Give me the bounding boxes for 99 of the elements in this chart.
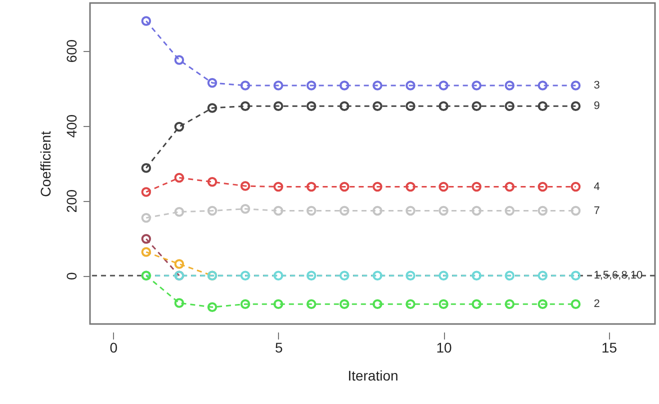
- point: [240, 80, 250, 90]
- point: [570, 270, 581, 280]
- point: [406, 80, 416, 90]
- point: [207, 177, 218, 187]
- point: [504, 182, 514, 192]
- point: [273, 270, 284, 280]
- point: [538, 101, 548, 111]
- point: [141, 213, 152, 223]
- series-label: 3: [594, 80, 600, 92]
- point: [438, 206, 448, 216]
- series-label: 4: [594, 180, 600, 193]
- point: [372, 80, 382, 90]
- point: [438, 182, 448, 192]
- point: [472, 206, 482, 216]
- point: [538, 270, 548, 280]
- x-axis-title: Iteration: [348, 368, 398, 384]
- y-tick-label: 0: [64, 272, 80, 280]
- point: [538, 206, 548, 216]
- point: [207, 103, 218, 113]
- point: [207, 206, 218, 216]
- point: [306, 299, 316, 309]
- point: [174, 172, 184, 183]
- x-tick-label: 10: [436, 340, 452, 356]
- point: [438, 101, 448, 111]
- point: [141, 234, 152, 244]
- point: [306, 206, 316, 216]
- x-tick-label: 5: [274, 340, 283, 356]
- point: [340, 270, 350, 280]
- point: [372, 270, 382, 280]
- point: [240, 299, 250, 309]
- point: [340, 182, 350, 192]
- point: [340, 299, 350, 309]
- y-tick-label: 600: [64, 39, 80, 63]
- point: [340, 206, 350, 216]
- point: [472, 182, 482, 192]
- point: [240, 270, 250, 280]
- point: [538, 299, 548, 309]
- point: [141, 163, 152, 173]
- point: [570, 80, 581, 90]
- point: [570, 182, 581, 192]
- point: [273, 101, 284, 111]
- point: [240, 101, 250, 111]
- point: [472, 270, 482, 280]
- point: [306, 182, 316, 192]
- point: [570, 206, 581, 216]
- point: [174, 55, 184, 65]
- point: [306, 270, 316, 280]
- x-tick-label: 0: [110, 340, 118, 356]
- point: [570, 299, 581, 309]
- point: [141, 247, 152, 257]
- point: [406, 182, 416, 192]
- point: [472, 299, 482, 309]
- point: [372, 182, 382, 192]
- point: [504, 206, 514, 216]
- point: [504, 101, 514, 111]
- point: [340, 80, 350, 90]
- point: [438, 80, 448, 90]
- x-tick-label: 15: [601, 340, 618, 356]
- point: [504, 80, 514, 90]
- point: [538, 80, 548, 90]
- point: [372, 101, 382, 111]
- point: [406, 206, 416, 216]
- point: [240, 181, 250, 191]
- point: [273, 182, 284, 192]
- point: [174, 122, 184, 132]
- point: [504, 270, 514, 280]
- point: [406, 101, 416, 111]
- point: [472, 80, 482, 90]
- point: [340, 101, 350, 111]
- y-tick-label: 200: [64, 189, 80, 213]
- point: [174, 207, 184, 217]
- point: [570, 101, 581, 111]
- point: [207, 302, 218, 312]
- y-axis-title: Coefficient: [38, 130, 54, 197]
- point: [406, 299, 416, 309]
- point: [472, 101, 482, 111]
- series-label: 2: [594, 298, 600, 310]
- series-label: 7: [594, 204, 600, 217]
- point: [273, 80, 284, 90]
- point: [438, 299, 448, 309]
- point: [141, 16, 152, 26]
- point: [207, 78, 218, 88]
- point: [372, 299, 382, 309]
- point: [306, 101, 316, 111]
- series-label: 9: [594, 100, 600, 112]
- point: [406, 270, 416, 280]
- point: [504, 299, 514, 309]
- series-label: 1,5,6,8,10: [594, 270, 643, 282]
- point: [273, 299, 284, 309]
- point: [174, 298, 184, 308]
- point: [273, 206, 284, 216]
- point: [141, 187, 152, 197]
- point: [372, 206, 382, 216]
- point: [174, 259, 184, 269]
- y-tick-label: 400: [64, 114, 80, 138]
- point: [240, 204, 250, 214]
- point: [538, 182, 548, 192]
- point: [438, 270, 448, 280]
- point: [306, 80, 316, 90]
